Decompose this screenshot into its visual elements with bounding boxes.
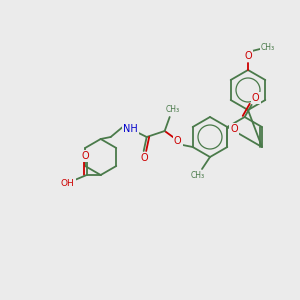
Text: O: O — [252, 93, 260, 103]
Text: CH₃: CH₃ — [166, 106, 180, 115]
Text: O: O — [141, 153, 148, 163]
Text: CH₃: CH₃ — [261, 43, 275, 52]
Text: O: O — [244, 51, 252, 61]
Text: O: O — [174, 136, 182, 146]
Text: OH: OH — [61, 178, 75, 188]
Text: CH₃: CH₃ — [191, 172, 205, 181]
Text: NH: NH — [123, 124, 138, 134]
Text: O: O — [82, 151, 89, 161]
Text: O: O — [230, 124, 238, 134]
